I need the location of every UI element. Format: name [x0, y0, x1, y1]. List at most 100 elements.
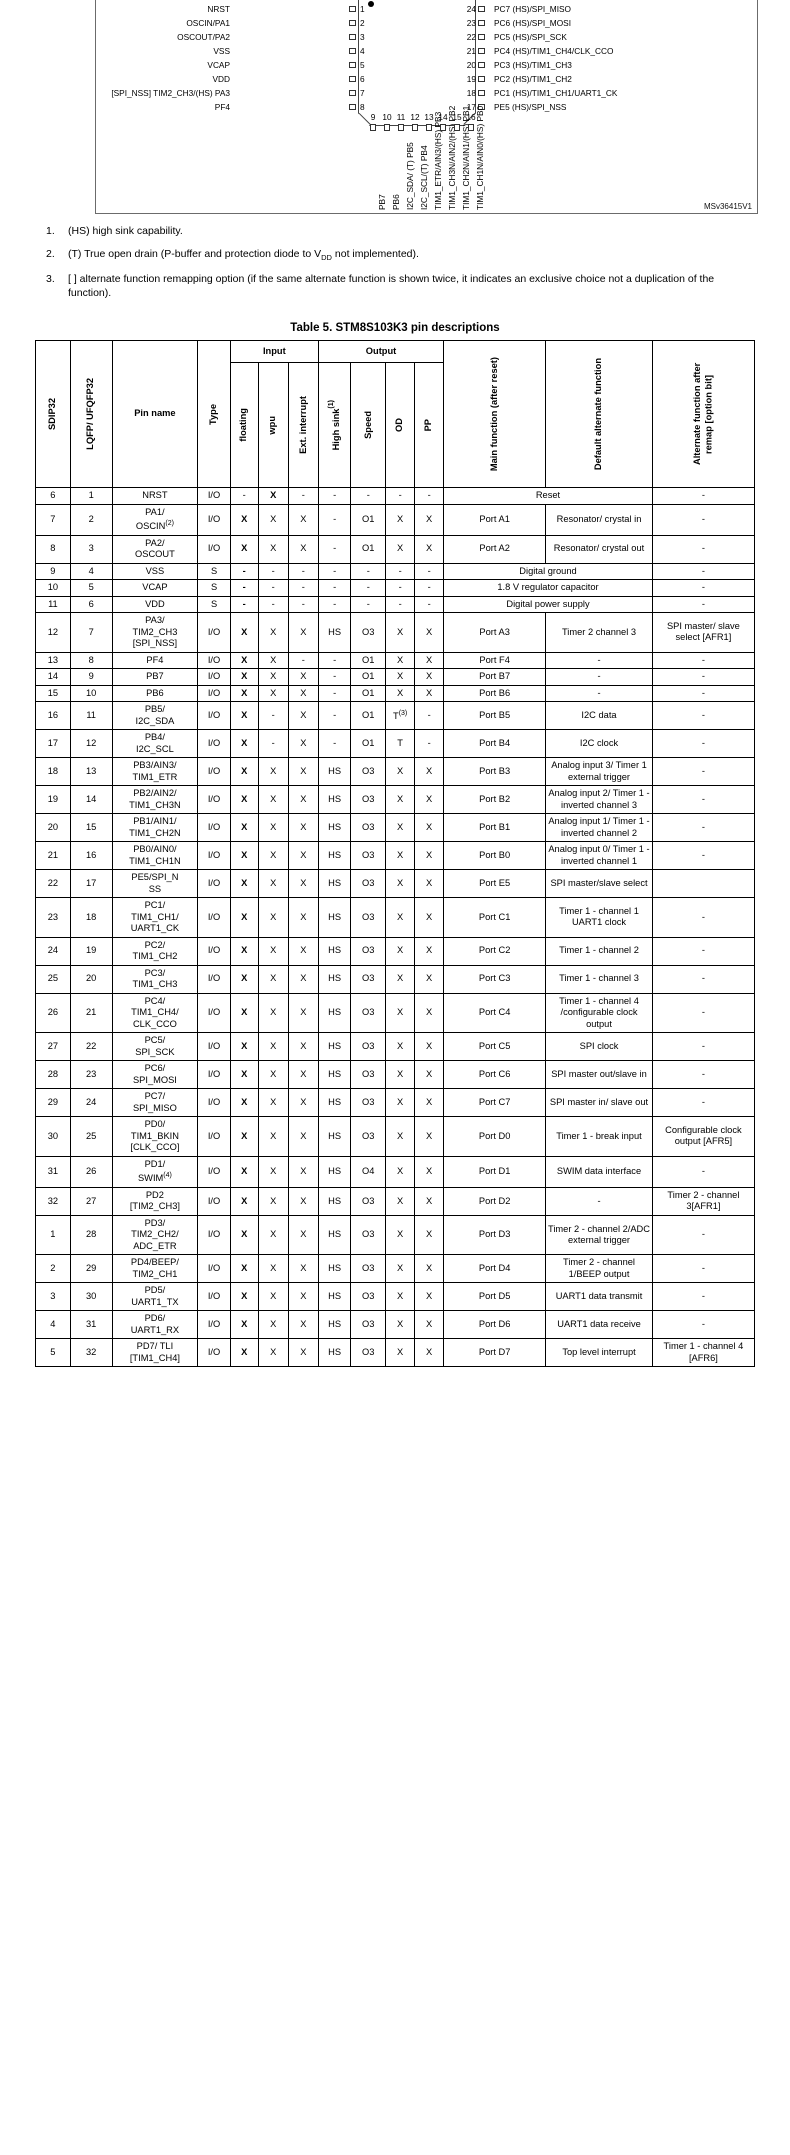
th-output-group: Output	[317, 340, 445, 364]
cell-default-alternate: UART1 data transmit	[545, 1282, 653, 1312]
cell-pp: X	[414, 1282, 445, 1312]
cell-sdip32: 11	[35, 595, 71, 614]
cell-main-function: Port C4	[443, 992, 547, 1034]
cell-ext-interrupt: X	[287, 534, 319, 564]
cell-type: I/O	[197, 992, 231, 1034]
pin-pad-bottom	[426, 124, 432, 131]
cell-od: X	[385, 651, 416, 670]
note-item: 2. (T) True open drain (P-buffer and pro…	[46, 248, 746, 265]
th-high-sink-label: High sink(1)	[326, 400, 343, 450]
cell-speed: O3	[350, 1060, 387, 1090]
cell-ext-interrupt: X	[287, 1060, 319, 1090]
cell-floating: X	[229, 813, 259, 843]
cell-high-sink: -	[317, 684, 352, 703]
cell-pp: X	[414, 1254, 445, 1284]
cell-pin-name: PC4/TIM1_CH4/CLK_CCO	[111, 992, 199, 1034]
cell-speed: O1	[350, 534, 387, 564]
pin-label-bottom: PB7	[377, 194, 387, 210]
cell-lqfp32: 3	[69, 534, 113, 564]
cell-type: I/O	[197, 1338, 231, 1368]
cell-pin-name: NRST	[111, 487, 199, 505]
cell-sdip32: 2	[35, 1254, 71, 1284]
pin-label-left: NRST	[207, 4, 230, 14]
cell-floating: X	[229, 1032, 259, 1062]
cell-alternate-remap: -	[651, 936, 756, 966]
cell-floating: X	[229, 701, 259, 731]
cell-alternate-remap: Configurable clock output [AFR5]	[651, 1116, 756, 1157]
cell-main-function: Port A3	[443, 612, 547, 653]
cell-alternate-remap: -	[651, 1282, 756, 1312]
cell-main-function: Port B0	[443, 841, 547, 871]
cell-main-function: Port C7	[443, 1088, 547, 1118]
cell-main-function: Port D5	[443, 1282, 547, 1312]
pin1-marker-dot	[368, 1, 374, 7]
cell-high-sink: HS	[317, 992, 352, 1034]
cell-od: X	[385, 785, 416, 815]
cell-floating: X	[229, 757, 259, 787]
pinout-figure: MSv36415V1 NRST 1 OSCIN/PA1 2 OSCOUT/PA2 3 VSS…	[95, 0, 758, 214]
cell-speed: O1	[350, 651, 387, 670]
cell-sdip32: 28	[35, 1060, 71, 1090]
cell-floating: X	[229, 869, 259, 899]
cell-ext-interrupt: X	[287, 1032, 319, 1062]
cell-main-function: Port B6	[443, 684, 547, 703]
cell-default-alternate: Timer 2 - channel 2/ADC external trigger	[545, 1214, 653, 1256]
cell-ext-interrupt: X	[287, 813, 319, 843]
cell-main-function: Port C1	[443, 897, 547, 938]
pin-number-bottom: 16	[466, 112, 476, 122]
cell-pin-name: PC5/SPI_SCK	[111, 1032, 199, 1062]
cell-alternate-remap: -	[651, 579, 756, 597]
cell-pin-name: PB7	[111, 668, 199, 686]
cell-main-function: Port D0	[443, 1116, 547, 1157]
cell-type: I/O	[197, 1088, 231, 1118]
cell-pin-name: PB5/I2C_SDA	[111, 701, 199, 731]
th-pp-label: PP	[423, 418, 434, 432]
note-text-post: not implemented).	[331, 247, 419, 260]
cell-pp: X	[414, 668, 445, 686]
cell-pp: X	[414, 684, 445, 703]
cell-pp: X	[414, 503, 445, 536]
cell-pp: X	[414, 1214, 445, 1256]
pin-number-bottom: 15	[452, 112, 462, 122]
cell-wpu: X	[257, 992, 289, 1034]
cell-pp: X	[414, 1088, 445, 1118]
cell-ext-interrupt: X	[287, 992, 319, 1034]
cell-wpu: -	[257, 579, 289, 597]
cell-main-function: Reset	[443, 487, 653, 505]
cell-default-alternate: Resonator/ crystal in	[545, 503, 653, 536]
cell-sdip32: 27	[35, 1032, 71, 1062]
cell-sdip32: 18	[35, 757, 71, 787]
cell-pin-name: PF4	[111, 651, 199, 670]
th-high-sink-text: High sink	[331, 408, 342, 451]
cell-default-alternate: Resonator/ crystal out	[545, 534, 653, 564]
cell-default-alternate: -	[545, 684, 653, 703]
table-row: 20 15 PB1/AIN1/TIM1_CH2N I/O X X X HS O3 X X Port B…	[35, 813, 756, 843]
cell-type: S	[197, 579, 231, 597]
cell-pp: X	[414, 964, 445, 994]
cell-sdip32: 12	[35, 612, 71, 653]
cell-main-function: Port D1	[443, 1155, 547, 1188]
cell-main-function: Port D4	[443, 1254, 547, 1284]
cell-ext-interrupt: X	[287, 1155, 319, 1188]
pin-number-bottom: 11	[396, 112, 406, 122]
table-row: 30 25 PD0/TIM1_BKIN [CLK_CCO] I/O X X X HS O3 X X Po…	[35, 1116, 756, 1157]
cell-pp: X	[414, 1186, 445, 1216]
cell-od: X	[385, 1214, 416, 1256]
th-ext-interrupt: Ext. interrupt	[287, 362, 319, 489]
cell-default-alternate: Timer 1 - channel 2	[545, 936, 653, 966]
th-sdip32: SDIP32	[35, 340, 71, 489]
cell-wpu: X	[257, 668, 289, 686]
cell-main-function: Port A1	[443, 503, 547, 536]
cell-pin-name: PB3/AIN3/TIM1_ETR	[111, 757, 199, 787]
cell-pin-name: PB6	[111, 684, 199, 703]
cell-main-function: Port B1	[443, 813, 547, 843]
cell-ext-interrupt: X	[287, 757, 319, 787]
note-item: 1. (HS) high sink capability.	[46, 225, 746, 239]
cell-lqfp32: 31	[69, 1310, 113, 1340]
pin-label-bottom: I2C_SCL/(T) PB4	[419, 145, 429, 210]
cell-ext-interrupt: X	[287, 1186, 319, 1216]
cell-ext-interrupt: X	[287, 897, 319, 938]
table-row: 19 14 PB2/AIN2/TIM1_CH3N I/O X X X HS O3 X X Port B…	[35, 785, 756, 815]
cell-high-sink: HS	[317, 1282, 352, 1312]
cell-lqfp32: 8	[69, 651, 113, 670]
